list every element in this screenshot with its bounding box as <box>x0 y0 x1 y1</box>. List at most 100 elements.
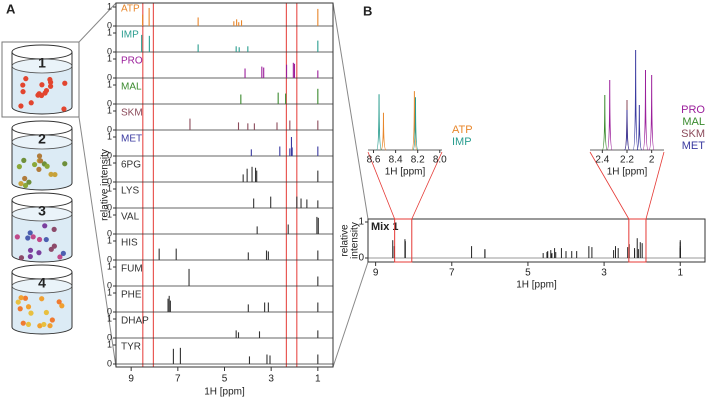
y-tick-label: 1 <box>107 157 112 167</box>
inset-peak <box>648 74 655 151</box>
particle <box>20 89 26 95</box>
y-tick-label: 1 <box>107 79 112 89</box>
x-tick-label: 7 <box>449 268 455 279</box>
row-label: VAL <box>121 212 140 223</box>
x-tick-label: 5 <box>222 374 228 385</box>
particle <box>37 323 43 329</box>
y-tick-label: 1 <box>107 235 112 245</box>
particle <box>37 158 44 164</box>
beaker-rim <box>11 120 73 136</box>
mix-frame <box>367 218 706 263</box>
particle <box>14 234 20 240</box>
particle <box>49 317 55 323</box>
particle <box>43 236 49 243</box>
zoom-line <box>411 151 443 220</box>
row-label: MAL <box>121 82 142 93</box>
particle <box>22 175 28 182</box>
particle <box>18 180 24 187</box>
y-tick-label: 0 <box>107 72 112 82</box>
beaker-number: 1 <box>38 55 46 71</box>
beaker-rim <box>11 44 73 60</box>
particle <box>31 161 38 168</box>
legend-entry: IMP <box>452 136 472 148</box>
y-tick-label: 0 <box>107 228 112 238</box>
particle <box>22 295 29 301</box>
y-tick-label: 1 <box>107 261 112 271</box>
zoom-line <box>332 2 369 220</box>
particle <box>36 166 42 172</box>
y-tick-label: 1 <box>358 217 364 228</box>
particle <box>18 103 24 109</box>
beaker-rim <box>11 192 73 208</box>
particle <box>44 163 50 169</box>
x-tick-label: 7 <box>175 374 181 385</box>
particle <box>39 82 45 88</box>
particle <box>23 76 29 82</box>
particle <box>30 234 36 240</box>
y-tick-label: 1 <box>107 1 112 11</box>
zoom-line <box>367 151 396 220</box>
x-tick-label: 1 <box>315 374 321 385</box>
legend-entry: SKM <box>681 128 705 140</box>
row-label: PHE <box>121 290 142 301</box>
particle <box>36 250 42 256</box>
x-axis-label: 1H [ppm] <box>204 387 245 398</box>
panel-label: B <box>363 3 372 18</box>
y-tick-label: 1 <box>107 209 112 219</box>
y-tick-label: 0 <box>107 98 112 108</box>
mix-highlight <box>628 218 647 263</box>
particle <box>42 90 48 96</box>
y-tick-label: 0 <box>107 124 112 134</box>
inset-peak <box>606 79 613 151</box>
particle <box>43 309 49 316</box>
x-tick-label: 8.0 <box>433 155 447 166</box>
particle <box>51 226 57 232</box>
row-label: IMP <box>121 30 139 41</box>
row-label: ATP <box>121 4 140 15</box>
particle <box>42 223 48 229</box>
zoom-line <box>589 151 630 220</box>
particle <box>16 164 22 170</box>
y-tick-label: 1 <box>107 105 112 115</box>
y-tick-label: 1 <box>107 131 112 141</box>
x-axis-label: 1H [ppm] <box>607 167 648 178</box>
y-tick-label: 0 <box>107 254 112 264</box>
beaker-body <box>11 200 73 263</box>
y-tick-label: 0 <box>107 280 112 290</box>
mix-highlight <box>394 218 413 263</box>
particle <box>26 179 32 185</box>
particle <box>62 161 68 167</box>
beaker-rim <box>11 264 73 280</box>
legend-entry: ATP <box>452 124 473 136</box>
particle <box>18 255 25 261</box>
row-label: 6PG <box>121 160 141 171</box>
x-tick-label: 3 <box>268 374 274 385</box>
row-label: FUM <box>121 264 143 275</box>
row-label: SKM <box>121 108 143 119</box>
panel-label: A <box>6 1 16 16</box>
y-tick-label: 1 <box>107 27 112 37</box>
zoom-line <box>332 261 369 368</box>
inset-peak <box>411 91 418 151</box>
zoom-box <box>1 41 80 118</box>
particle <box>47 323 53 329</box>
particle <box>18 295 24 301</box>
beaker-body <box>11 52 73 115</box>
y-tick-label: 0 <box>107 150 112 160</box>
y-tick-label: 0 <box>358 253 364 264</box>
y-tick-label: 0 <box>107 20 112 30</box>
y-axis-label: relative intensity <box>100 149 111 221</box>
particle <box>17 306 23 312</box>
particle <box>27 247 34 253</box>
inset-peak <box>601 94 608 151</box>
x-tick-label: 2.4 <box>595 155 609 166</box>
inset-peak <box>412 97 419 151</box>
x-axis-label: 1H [ppm] <box>516 280 557 291</box>
y-tick-label: 0 <box>107 358 112 368</box>
row-label: HIS <box>121 238 138 249</box>
mix-name: Mix 1 <box>371 221 399 233</box>
x-axis-label: 1H [ppm] <box>385 167 426 178</box>
particle <box>20 82 26 88</box>
y-tick-label: 1 <box>107 287 112 297</box>
